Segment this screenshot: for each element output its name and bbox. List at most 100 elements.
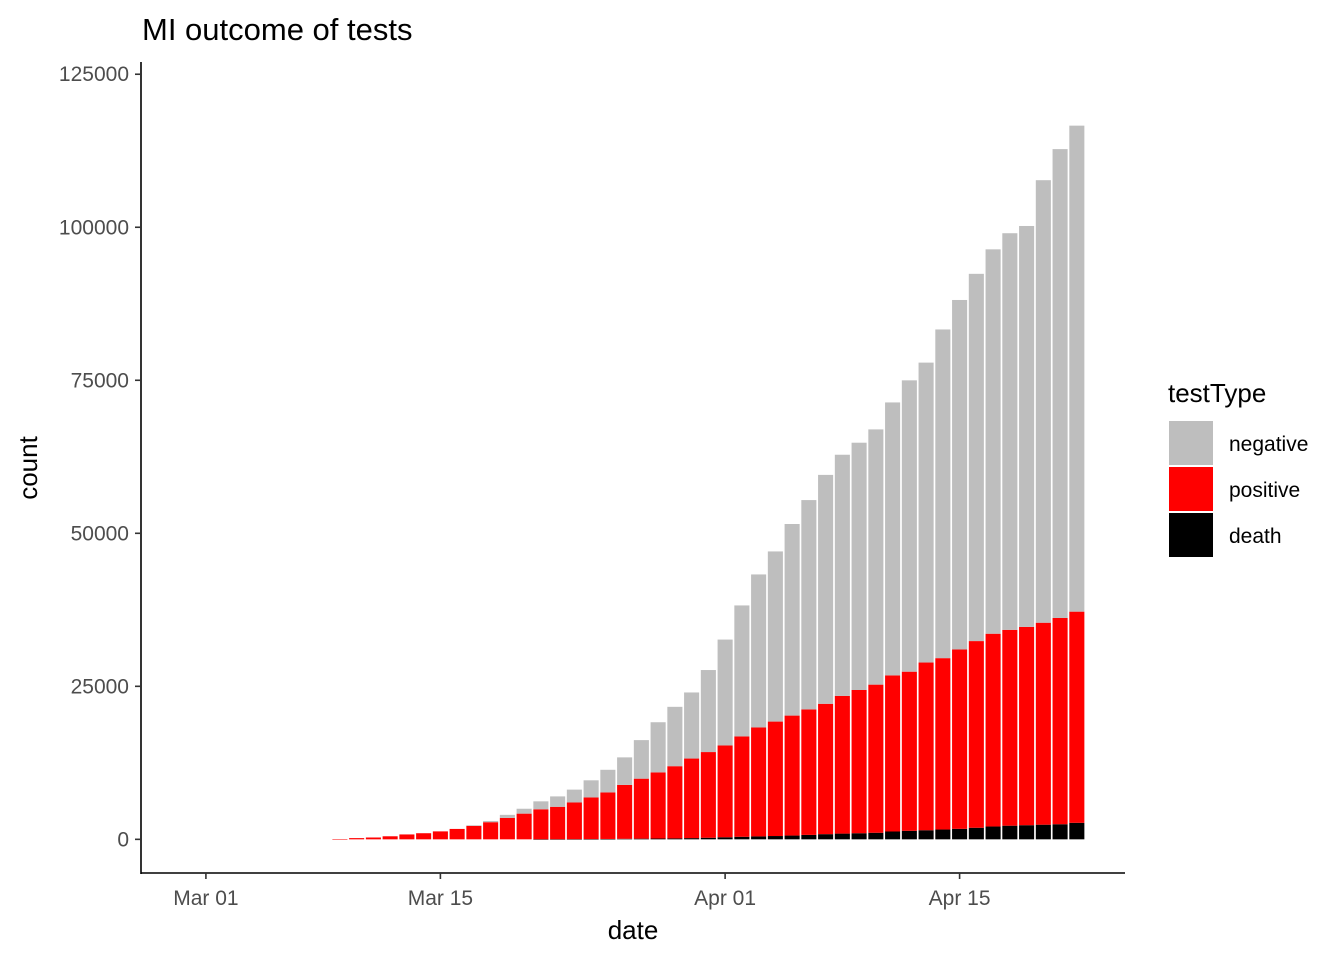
bar-death-2020-03-26 bbox=[617, 838, 633, 840]
bar-death-2020-04-19 bbox=[1019, 825, 1035, 840]
x-ticks: Mar 01 Mar 15 Apr 01 Apr 15 bbox=[173, 873, 991, 910]
legend-label-death: death bbox=[1229, 525, 1282, 548]
bar-negative-2020-03-26 bbox=[617, 757, 633, 785]
bar-positive-2020-03-23 bbox=[566, 802, 582, 840]
bar-negative-2020-04-07 bbox=[818, 474, 834, 704]
bar-positive-2020-03-31 bbox=[700, 752, 716, 838]
bar-death-2020-03-31 bbox=[700, 837, 716, 840]
bar-negative-2020-03-20 bbox=[516, 808, 532, 814]
bar-death-2020-04-13 bbox=[918, 830, 934, 840]
legend-items: negative positive death bbox=[1169, 421, 1308, 557]
bar-death-2020-04-04 bbox=[767, 836, 783, 840]
bar-positive-2020-04-03 bbox=[751, 727, 767, 837]
bar-negative-2020-04-18 bbox=[1002, 233, 1018, 630]
bar-death-2020-04-15 bbox=[952, 828, 968, 840]
bar-negative-2020-04-06 bbox=[801, 500, 817, 710]
bar-positive-2020-03-11 bbox=[365, 837, 381, 840]
x-tick-label: Mar 15 bbox=[408, 887, 473, 910]
bar-death-2020-03-22 bbox=[550, 839, 566, 840]
bar-positive-2020-03-28 bbox=[650, 772, 666, 839]
y-ticks: 0 25000 50000 75000 100000 125000 bbox=[59, 63, 141, 851]
bar-death-2020-04-07 bbox=[818, 834, 834, 840]
bar-negative-2020-04-04 bbox=[767, 551, 783, 722]
y-tick-label: 125000 bbox=[59, 63, 129, 86]
bar-negative-2020-04-09 bbox=[851, 442, 867, 690]
bar-death-2020-04-11 bbox=[885, 831, 901, 840]
bar-negative-2020-03-31 bbox=[700, 670, 716, 753]
bar-positive-2020-04-10 bbox=[868, 684, 884, 833]
bar-negative-2020-04-05 bbox=[784, 524, 800, 716]
y-tick-label: 0 bbox=[117, 828, 129, 851]
bar-death-2020-04-21 bbox=[1052, 824, 1068, 840]
bar-death-2020-04-16 bbox=[968, 827, 984, 840]
y-tick-label: 25000 bbox=[71, 675, 129, 698]
bar-negative-2020-03-21 bbox=[533, 801, 549, 810]
bar-death-2020-04-14 bbox=[935, 829, 951, 840]
bar-negative-2020-03-18 bbox=[483, 820, 499, 823]
bar-positive-2020-03-30 bbox=[684, 758, 700, 839]
bar-death-2020-04-02 bbox=[734, 836, 750, 840]
x-tick-label: Mar 01 bbox=[173, 887, 238, 910]
bar-positive-2020-03-20 bbox=[516, 813, 532, 840]
bar-death-2020-04-20 bbox=[1035, 824, 1051, 840]
bar-positive-2020-04-05 bbox=[784, 715, 800, 836]
bar-negative-2020-04-22 bbox=[1069, 125, 1085, 612]
bar-negative-2020-03-30 bbox=[684, 692, 700, 759]
bar-positive-2020-03-10 bbox=[349, 838, 365, 840]
bar-death-2020-04-06 bbox=[801, 834, 817, 840]
bar-negative-2020-03-19 bbox=[499, 814, 515, 818]
bar-death-2020-04-10 bbox=[868, 832, 884, 840]
bar-negative-2020-04-10 bbox=[868, 429, 884, 685]
bar-death-2020-04-12 bbox=[901, 830, 917, 840]
bar-positive-2020-04-09 bbox=[851, 689, 867, 834]
bar-positive-2020-04-07 bbox=[818, 703, 834, 835]
bar-death-2020-04-01 bbox=[717, 837, 733, 840]
legend-key-negative bbox=[1169, 421, 1213, 465]
bar-positive-2020-04-15 bbox=[952, 649, 968, 829]
bar-death-2020-04-22 bbox=[1069, 822, 1085, 840]
legend: testType negative positive death bbox=[1168, 378, 1308, 557]
bar-death-2020-03-30 bbox=[684, 838, 700, 840]
bar-negative-2020-03-25 bbox=[600, 769, 616, 793]
bar-positive-2020-04-18 bbox=[1002, 629, 1018, 826]
bar-death-2020-03-29 bbox=[667, 838, 683, 840]
bar-positive-2020-04-14 bbox=[935, 658, 951, 830]
bar-positive-2020-03-29 bbox=[667, 766, 683, 839]
bar-positive-2020-03-13 bbox=[399, 834, 415, 840]
bar-death-2020-04-17 bbox=[985, 826, 1001, 840]
bar-positive-2020-03-19 bbox=[499, 817, 515, 840]
bar-negative-2020-04-08 bbox=[834, 454, 850, 696]
bar-negative-2020-04-13 bbox=[918, 362, 934, 663]
bar-negative-2020-04-20 bbox=[1035, 180, 1051, 623]
bar-positive-2020-04-01 bbox=[717, 745, 733, 838]
bar-positive-2020-04-19 bbox=[1019, 626, 1035, 826]
bar-positive-2020-03-16 bbox=[449, 828, 465, 840]
bar-death-2020-04-18 bbox=[1002, 825, 1018, 840]
bar-positive-2020-04-21 bbox=[1052, 617, 1068, 825]
bar-death-2020-03-27 bbox=[633, 838, 649, 840]
bar-positive-2020-04-02 bbox=[734, 736, 750, 837]
bar-positive-2020-04-06 bbox=[801, 709, 817, 835]
bar-death-2020-04-09 bbox=[851, 833, 867, 840]
bar-death-2020-03-21 bbox=[533, 839, 549, 840]
x-axis-title: date bbox=[608, 915, 659, 945]
bar-negative-2020-04-12 bbox=[901, 380, 917, 672]
bar-negative-2020-03-28 bbox=[650, 722, 666, 773]
bar-positive-2020-03-27 bbox=[633, 778, 649, 839]
bar-negative-2020-03-22 bbox=[550, 796, 566, 807]
bar-negative-2020-04-01 bbox=[717, 639, 733, 746]
bar-positive-2020-04-22 bbox=[1069, 611, 1085, 823]
bar-positive-2020-04-17 bbox=[985, 633, 1001, 827]
bars-layer bbox=[332, 125, 1085, 840]
bar-negative-2020-04-17 bbox=[985, 249, 1001, 634]
bar-positive-2020-03-18 bbox=[483, 822, 499, 840]
bar-negative-2020-04-21 bbox=[1052, 149, 1068, 618]
bar-positive-2020-04-04 bbox=[767, 721, 783, 837]
bar-positive-2020-03-09 bbox=[332, 839, 348, 840]
bar-negative-2020-03-24 bbox=[583, 780, 599, 798]
bar-positive-2020-04-12 bbox=[901, 671, 917, 831]
y-tick-label: 50000 bbox=[71, 522, 129, 545]
legend-label-positive: positive bbox=[1229, 479, 1300, 502]
bar-positive-2020-04-08 bbox=[834, 695, 850, 834]
